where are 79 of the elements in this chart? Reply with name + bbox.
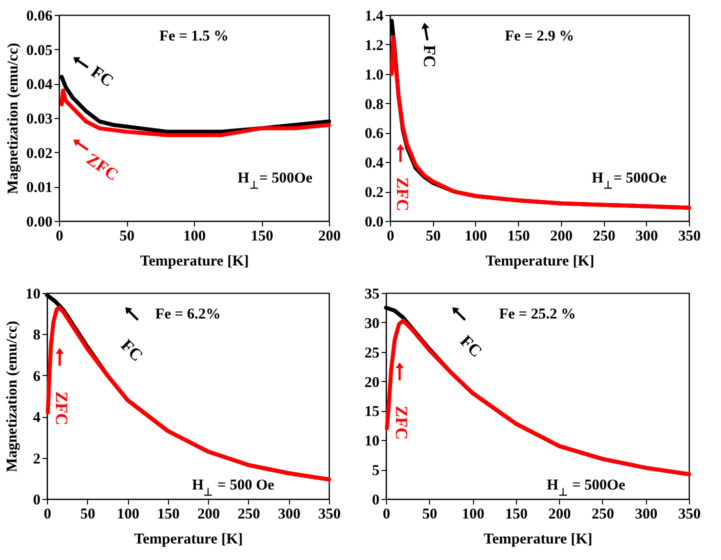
text: ZFC (392, 406, 412, 440)
annotation: H$_{⊥}$= 500Oe (238, 170, 313, 192)
annotation: Fe = 6.2% (155, 306, 221, 323)
x-tick-label: 350 (678, 228, 701, 244)
annotation: Fe = 2.9 % (504, 28, 574, 45)
x-tick-label: 200 (318, 228, 341, 244)
y-tick-label: 0.8 (364, 96, 384, 113)
y-tick-label: 0.0 (364, 214, 384, 230)
y-tick-label: 0.04 (26, 77, 53, 94)
x-axis-title: Temperature [K] (486, 254, 594, 270)
y-tick-label: 0.03 (26, 112, 52, 128)
x-tick-label: 100 (183, 228, 206, 244)
y-tick-label: 10 (364, 434, 380, 450)
y-tick-label: 20 (364, 374, 380, 391)
x-tick-label: 250 (592, 506, 614, 522)
x-axis-title: Temperature [K] (484, 532, 592, 548)
y-tick-label: 1.2 (364, 38, 384, 54)
y-tick-label: 0.00 (26, 214, 52, 230)
x-tick-label: 300 (634, 506, 658, 522)
x-tick-label: 0 (386, 228, 394, 244)
x-tick-label: 350 (678, 506, 701, 522)
x-tick-label: 100 (464, 228, 488, 244)
x-tick-label: 250 (592, 228, 616, 244)
x-tick-label: 100 (116, 506, 140, 522)
x-axis-title: Temperature [K] (134, 532, 243, 548)
y-tick-label: 5 (372, 463, 380, 480)
legend-label: FC (117, 336, 147, 366)
annotation: H$_{⊥}$= 500Oe (592, 170, 667, 192)
x-tick-label: 350 (318, 506, 341, 522)
x-tick-label: 0 (56, 228, 64, 244)
x-tick-label: 150 (505, 506, 528, 522)
legend-label: FC (456, 331, 486, 361)
annotation: Fe = 25.2 % (499, 306, 576, 323)
line-series (60, 88, 331, 138)
y-axis-title: Magnetization (emu/cc) (4, 320, 20, 472)
x-axis-title: Temperature [K] (140, 254, 249, 270)
y-tick-label: 0.02 (26, 146, 52, 162)
y-tick-label: 25 (364, 345, 380, 362)
x-tick-label: 300 (636, 228, 658, 244)
legend-label: FC (88, 62, 118, 91)
legend-label: FC (420, 44, 439, 68)
y-tick-label: 0.05 (26, 42, 52, 59)
y-tick-label: 0.01 (26, 180, 52, 196)
x-tick-label: 150 (250, 228, 274, 244)
y-tick-label: 1.0 (364, 67, 384, 84)
y-tick-label: 10 (26, 286, 40, 302)
annotation: Fe = 1.5 % (159, 28, 229, 45)
y-tick-label: 8 (33, 328, 40, 344)
x-tick-label: 50 (80, 506, 96, 522)
y-tick-label: 2 (33, 451, 40, 468)
y-axis-title: Magnetization (emu/cc) (5, 42, 22, 194)
x-tick-label: 300 (278, 506, 300, 522)
y-tick-label: 0 (33, 492, 40, 508)
y-tick-label: 4 (33, 410, 41, 426)
y-tick-label: 30 (364, 316, 380, 332)
y-tick-label: 0 (372, 492, 380, 508)
x-tick-label: 50 (426, 228, 441, 244)
y-tick-label: 0.6 (364, 126, 384, 142)
x-tick-label: 150 (507, 228, 530, 244)
x-tick-label: 200 (548, 506, 571, 522)
y-tick-label: 6 (33, 368, 41, 385)
y-tick-label: 1.4 (364, 8, 384, 24)
x-tick-label: 200 (550, 228, 573, 244)
y-tick-label: 35 (364, 286, 380, 302)
legend-label: ZFC (83, 150, 122, 185)
x-tick-label: 150 (157, 506, 180, 522)
x-tick-label: 100 (462, 506, 484, 522)
x-tick-label: 200 (197, 506, 220, 522)
text: ZFC (52, 391, 72, 426)
y-tick-label: 15 (364, 404, 380, 420)
x-tick-label: 50 (422, 506, 438, 522)
annotation: H$_{⊥}$ = 500 Oe (192, 478, 275, 498)
y-tick-label: 0.06 (26, 8, 53, 24)
y-tick-label: 0.4 (364, 156, 384, 172)
x-tick-label: 50 (120, 228, 134, 244)
y-tick-label: 0.2 (364, 185, 384, 202)
annotation: H$_{⊥}$ = 500Oe (546, 478, 626, 498)
x-tick-label: 250 (238, 506, 260, 522)
legend-label: ZFC (392, 177, 412, 212)
